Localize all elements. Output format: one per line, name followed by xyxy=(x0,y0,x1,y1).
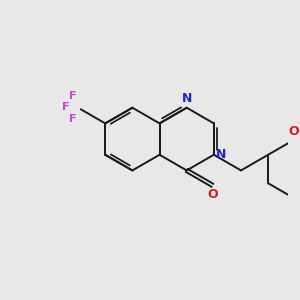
Text: N: N xyxy=(216,148,226,161)
Text: F: F xyxy=(69,114,77,124)
Text: F: F xyxy=(69,91,77,101)
Text: N: N xyxy=(182,92,192,105)
Text: O: O xyxy=(289,124,299,138)
Text: F: F xyxy=(62,102,69,112)
Text: O: O xyxy=(207,188,218,201)
